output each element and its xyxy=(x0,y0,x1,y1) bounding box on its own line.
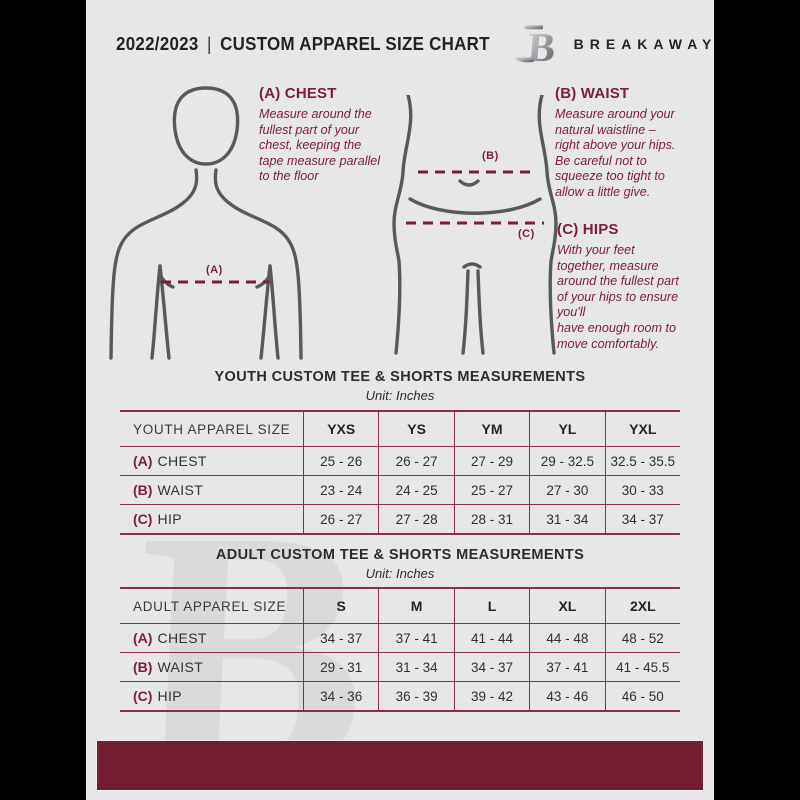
row-prefix: (C) xyxy=(133,511,153,527)
measurement-cell: 25 - 27 xyxy=(453,476,529,504)
size-label-header: YOUTH APPAREL SIZE xyxy=(133,421,291,437)
measurement-cell: 30 - 33 xyxy=(604,476,680,504)
youth-section-unit: Unit: Inches xyxy=(365,388,435,403)
row-prefix: (B) xyxy=(133,659,153,675)
size-col-header: YS xyxy=(378,412,453,446)
guide-chest-body: Measure around the fullest part of your … xyxy=(259,107,381,184)
row-label-cell: (B) WAIST xyxy=(120,476,303,504)
measurement-cell: 26 - 27 xyxy=(378,447,453,475)
size-col-header: M xyxy=(378,589,453,623)
page-header: 2022/2023 | CUSTOM APPAREL SIZE CHART B xyxy=(116,22,711,67)
measurement-cell: 27 - 28 xyxy=(378,505,453,533)
row-label-cell: (C) HIP xyxy=(120,505,303,533)
size-col-header: YM xyxy=(453,412,529,446)
row-prefix: (C) xyxy=(133,688,153,704)
guide-chest-heading: (A) CHEST xyxy=(259,85,337,102)
row-label-cell: (A) CHEST xyxy=(120,447,303,475)
breakaway-logo-icon: B xyxy=(514,24,557,67)
size-col-header: S xyxy=(303,589,378,623)
adult-section-unit: Unit: Inches xyxy=(365,566,435,581)
measurement-cell: 41 - 45.5 xyxy=(604,653,680,681)
figure-label-a: (A) xyxy=(206,264,223,276)
youth-size-table: YOUTH APPAREL SIZE YXS YS YM YL YXL (A) … xyxy=(120,410,680,535)
measurement-cell: 43 - 46 xyxy=(529,682,604,710)
measurement-cell: 29 - 31 xyxy=(303,653,378,681)
table-row: (B) WAIST 29 - 31 31 - 34 34 - 37 37 - 4… xyxy=(120,652,680,681)
figure-label-b: (B) xyxy=(482,150,499,162)
measurement-cell: 32.5 - 35.5 xyxy=(604,447,680,475)
size-label-header: ADULT APPAREL SIZE xyxy=(133,598,287,614)
measurement-cell: 37 - 41 xyxy=(529,653,604,681)
measurement-cell: 31 - 34 xyxy=(378,653,453,681)
table-row: (C) HIP 26 - 27 27 - 28 28 - 31 31 - 34 … xyxy=(120,504,680,533)
row-prefix: (B) xyxy=(133,482,153,498)
chart-title: CUSTOM APPAREL SIZE CHART xyxy=(220,33,490,54)
youth-section-title: YOUTH CUSTOM TEE & SHORTS MEASUREMENTS xyxy=(214,369,586,385)
waist-hip-measure-figure xyxy=(392,95,558,355)
row-label: WAIST xyxy=(157,659,204,675)
measurement-cell: 34 - 37 xyxy=(303,624,378,652)
brand-name: BREAKAWAY xyxy=(573,36,714,52)
guide-waist-body: Measure around your natural waistline – … xyxy=(555,107,676,200)
row-label: HIP xyxy=(157,688,182,704)
table-row: (C) HIP 34 - 36 36 - 39 39 - 42 43 - 46 … xyxy=(120,681,680,710)
guide-hips-heading: (C) HIPS xyxy=(557,221,619,238)
measurement-cell: 26 - 27 xyxy=(303,505,378,533)
figure-label-c: (C) xyxy=(518,228,535,240)
measurement-cell: 27 - 30 xyxy=(529,476,604,504)
measurement-cell: 29 - 32.5 xyxy=(529,447,604,475)
row-label: CHEST xyxy=(157,453,207,469)
measurement-cell: 34 - 37 xyxy=(453,653,529,681)
table-row: (A) CHEST 34 - 37 37 - 41 41 - 44 44 - 4… xyxy=(120,623,680,652)
measurement-cell: 37 - 41 xyxy=(378,624,453,652)
chest-measure-figure xyxy=(109,86,303,360)
row-label: HIP xyxy=(157,511,182,527)
measurement-cell: 36 - 39 xyxy=(378,682,453,710)
page-title: 2022/2023 | CUSTOM APPAREL SIZE CHART xyxy=(116,34,490,55)
measurement-cell: 23 - 24 xyxy=(303,476,378,504)
measurement-cell: 46 - 50 xyxy=(604,682,680,710)
measurement-cell: 44 - 48 xyxy=(529,624,604,652)
size-col-header: YXS xyxy=(303,412,378,446)
size-col-header: XL xyxy=(529,589,604,623)
table-row: (A) CHEST 25 - 26 26 - 27 27 - 29 29 - 3… xyxy=(120,446,680,475)
guide-hips-body: With your feet together, measure around … xyxy=(557,243,679,351)
row-label-cell: (A) CHEST xyxy=(120,624,303,652)
row-prefix: (A) xyxy=(133,453,153,469)
table-header-row: ADULT APPAREL SIZE S M L XL 2XL xyxy=(120,589,680,623)
measurement-cell: 25 - 26 xyxy=(303,447,378,475)
measurement-cell: 39 - 42 xyxy=(453,682,529,710)
size-col-header: 2XL xyxy=(604,589,680,623)
measurement-cell: 34 - 36 xyxy=(303,682,378,710)
table-header-row: YOUTH APPAREL SIZE YXS YS YM YL YXL xyxy=(120,412,680,446)
row-label-cell: (C) HIP xyxy=(120,682,303,710)
row-label: CHEST xyxy=(157,630,207,646)
title-divider: | xyxy=(206,33,212,54)
measurement-cell: 28 - 31 xyxy=(453,505,529,533)
guide-waist-heading: (B) WAIST xyxy=(555,85,630,102)
size-chart-page: B 2022/2023 | CUSTOM APPAREL SIZE CHART B xyxy=(86,0,714,800)
measurement-cell: 48 - 52 xyxy=(604,624,680,652)
row-prefix: (A) xyxy=(133,630,153,646)
season-year: 2022/2023 xyxy=(116,33,199,54)
row-label-cell: (B) WAIST xyxy=(120,653,303,681)
measurement-cell: 24 - 25 xyxy=(378,476,453,504)
row-label: WAIST xyxy=(157,482,204,498)
size-col-header: YXL xyxy=(604,412,680,446)
measurement-cell: 41 - 44 xyxy=(453,624,529,652)
size-col-header: YL xyxy=(529,412,604,446)
adult-section-title: ADULT CUSTOM TEE & SHORTS MEASUREMENTS xyxy=(215,547,585,563)
adult-size-table: ADULT APPAREL SIZE S M L XL 2XL (A) CHES… xyxy=(120,587,680,712)
footer-bar xyxy=(97,741,703,790)
measurement-cell: 31 - 34 xyxy=(529,505,604,533)
measurement-cell: 34 - 37 xyxy=(604,505,680,533)
measurement-cell: 27 - 29 xyxy=(453,447,529,475)
size-col-header: L xyxy=(453,589,529,623)
table-row: (B) WAIST 23 - 24 24 - 25 25 - 27 27 - 3… xyxy=(120,475,680,504)
